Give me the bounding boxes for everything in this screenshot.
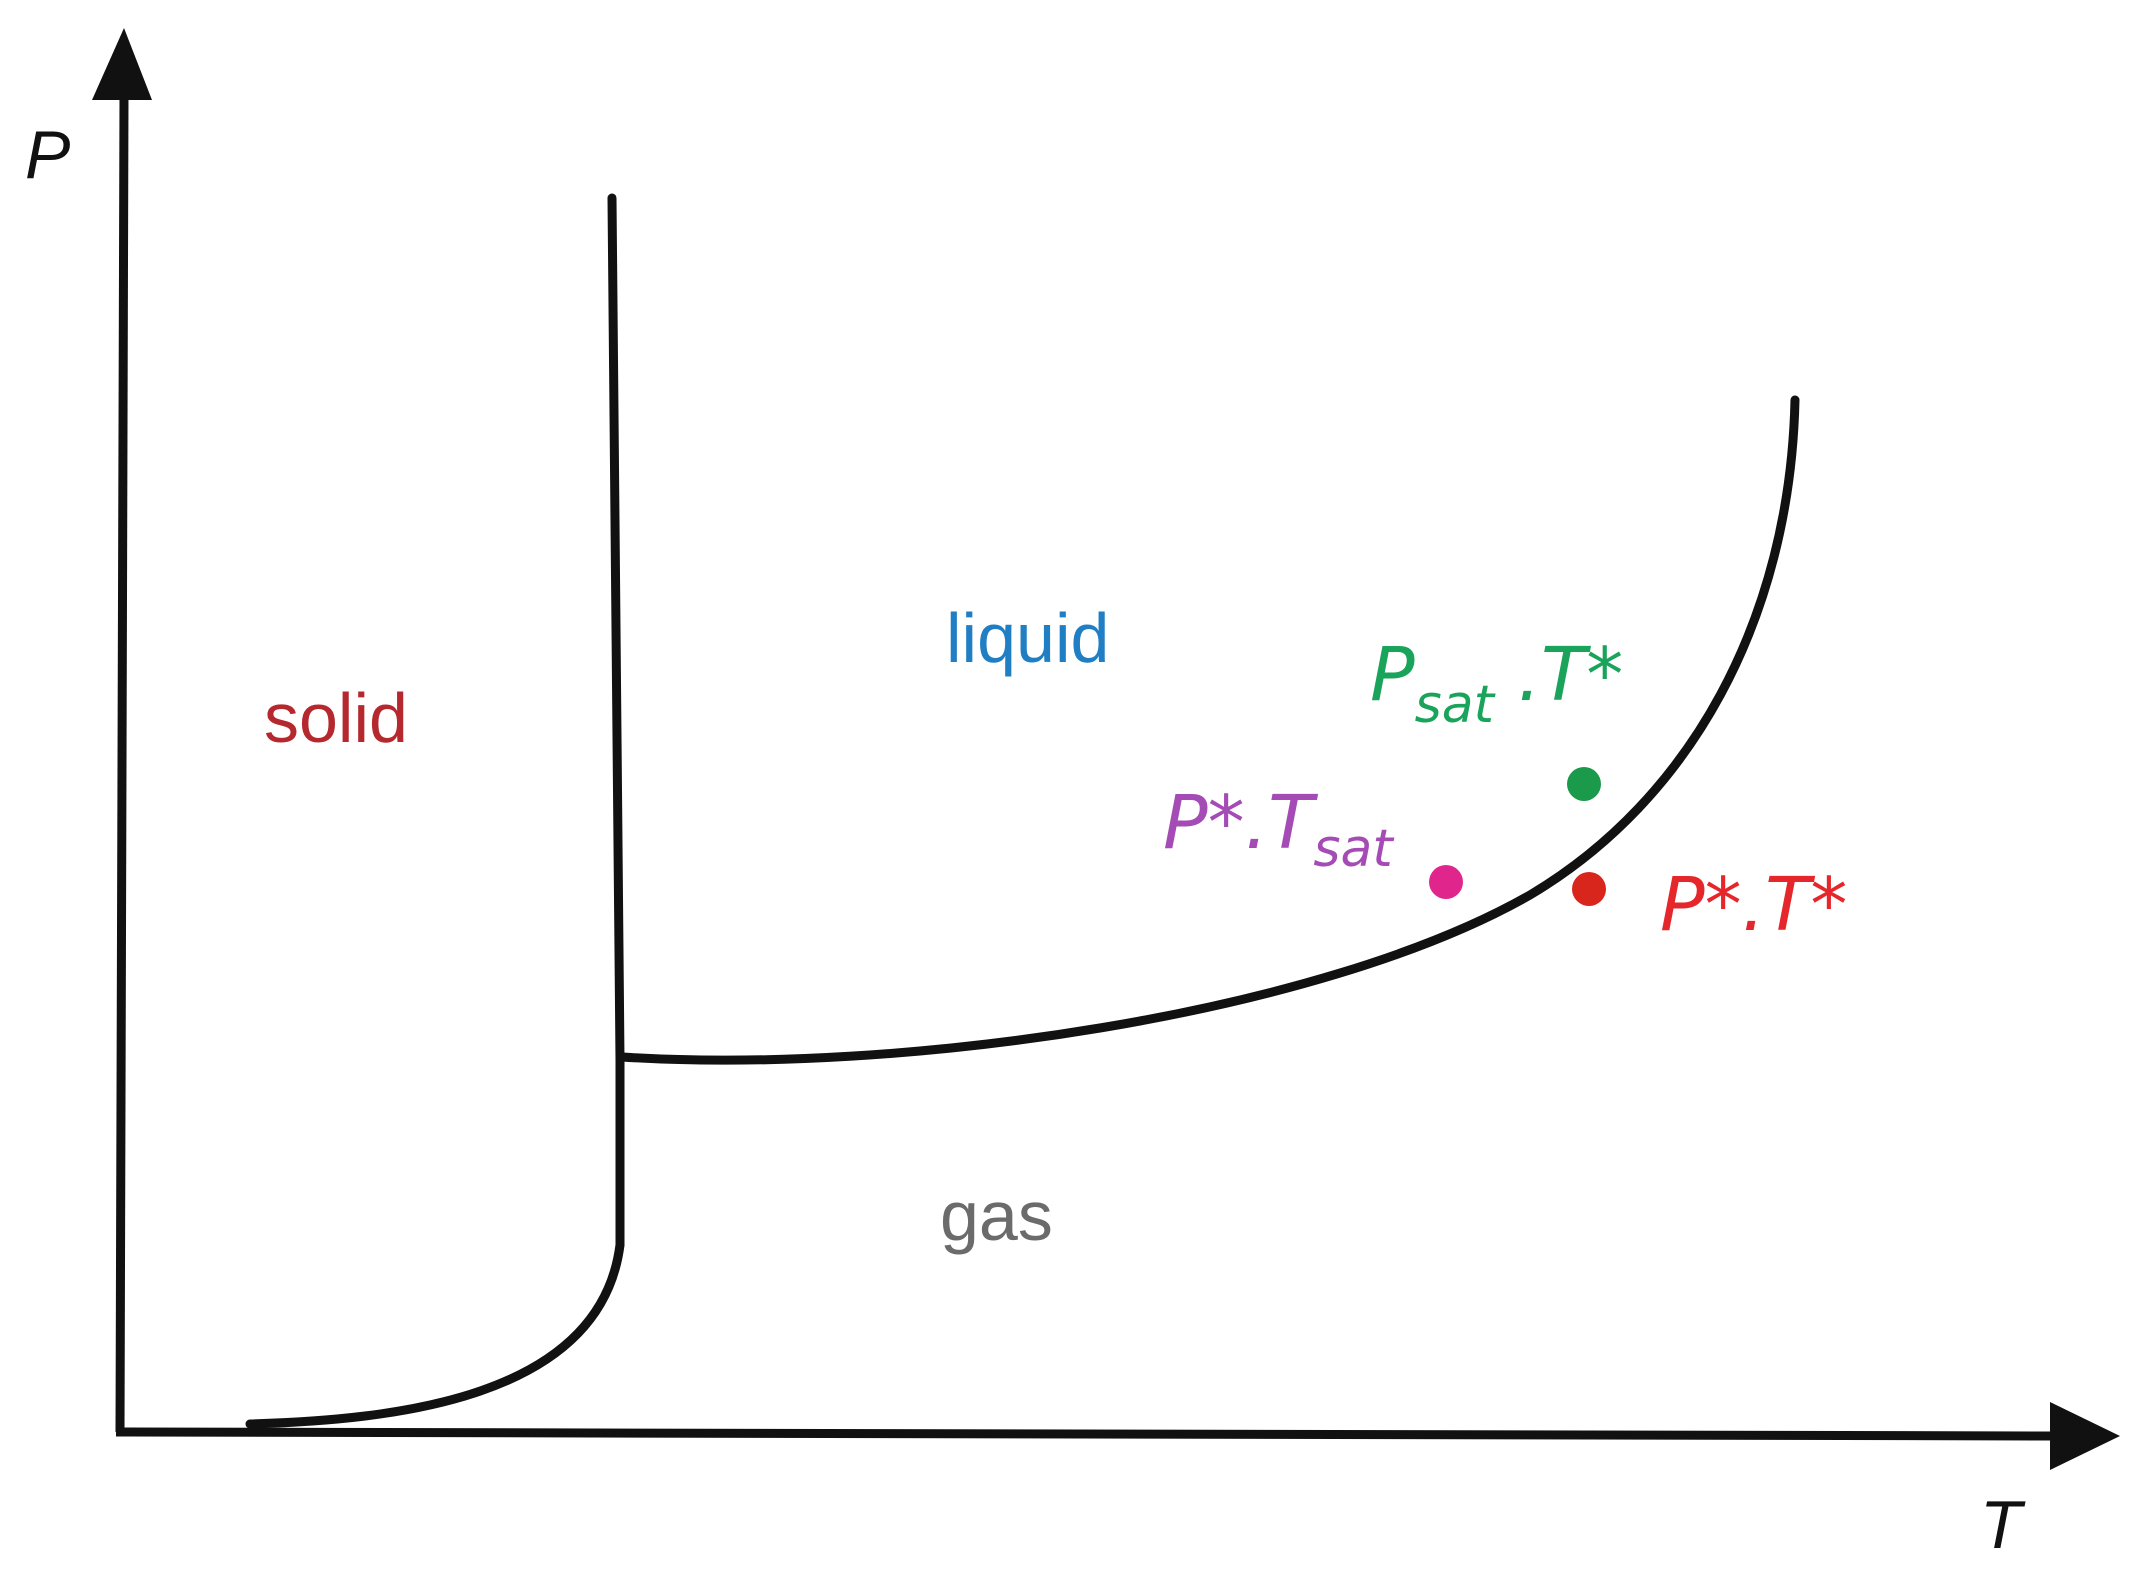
y-axis (115, 94, 129, 1433)
x-axis-arrowhead (2050, 1402, 2120, 1470)
solid-region-label: solid (264, 679, 408, 757)
y-axis-label: P (25, 117, 70, 193)
gas-region-label: gas (940, 1177, 1053, 1255)
liquid-region-label: liquid (946, 599, 1109, 677)
y-axis-arrowhead (92, 28, 152, 100)
label-psat-tstar: Psat .T* (1370, 632, 1623, 735)
label-pstar-tstar: P*.T* (1660, 862, 1847, 948)
label-pstar-tsat: P*.Tsat (1163, 780, 1394, 879)
label-psat-tstar-sub: sat (1415, 675, 1496, 735)
label-psat-tstar-suffix: .T* (1494, 632, 1623, 718)
x-axis-label: T (1980, 1487, 2026, 1563)
sublimation-curve (245, 1240, 625, 1429)
x-axis (115, 1427, 2061, 1441)
marker-pstar-tsat (1429, 865, 1463, 899)
melting-curve (607, 193, 625, 1250)
marker-psat-tstar (1567, 767, 1601, 801)
label-psat-tstar-main: P (1370, 632, 1415, 718)
vaporization-curve (617, 395, 1800, 1065)
label-pstar-tsat-sub: sat (1313, 819, 1394, 879)
label-pstar-tsat-main: P*.T (1163, 780, 1319, 866)
marker-pstar-tstar (1572, 872, 1606, 906)
